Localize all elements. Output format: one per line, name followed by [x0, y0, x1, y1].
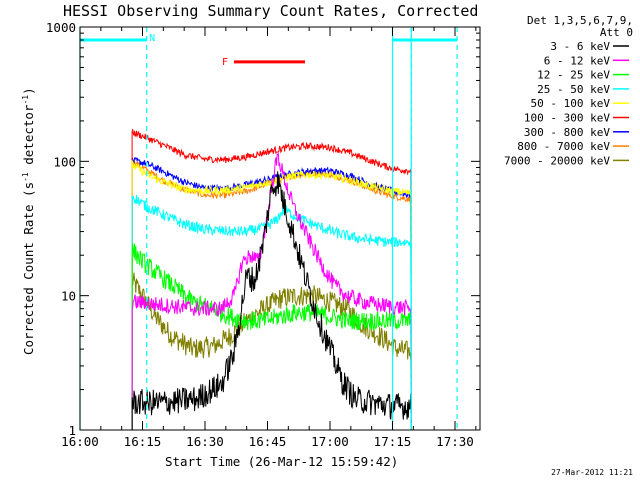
series-300-800kev [131, 157, 412, 431]
y-tick-label: 10 [61, 289, 76, 304]
y-axis-label-part: Corrected Count Rate (s [21, 182, 36, 355]
legend-entry: 100 - 300 keV [524, 112, 610, 125]
series-25-50kev [131, 195, 412, 431]
x-tick-label: 16:15 [124, 434, 162, 449]
cyan-label: N [149, 33, 155, 44]
cyan-marker-layer: N [79, 27, 458, 430]
series-line [131, 129, 412, 431]
series-line [131, 157, 412, 431]
flare-label: F [222, 57, 228, 68]
legend-entry: 50 - 100 keV [531, 97, 611, 110]
series-50-100kev [131, 160, 412, 431]
y-tick-label: 1000 [46, 20, 76, 35]
plot-frame [79, 26, 481, 431]
y-axis-label-part: ) [21, 87, 36, 95]
x-axis-label: Start Time (26-Mar-12 15:59:42) [165, 454, 398, 469]
y-axis-label-sup: -1 [21, 172, 30, 182]
legend-header: Att 0 [600, 26, 633, 39]
series-6-12kev [131, 152, 412, 431]
x-axis: 16:00 16:15 16:30 16:45 17:00 17:15 17:30 [61, 27, 477, 449]
legend-entry: 25 - 50 keV [537, 83, 610, 96]
y-tick-label: 100 [53, 154, 76, 169]
timestamp: 27-Mar-2012 11:21 [551, 468, 633, 477]
legend-entry: 800 - 7000 keV [517, 140, 610, 153]
legend-entry: 300 - 800 keV [524, 126, 610, 139]
x-tick-label: 17:30 [436, 434, 474, 449]
x-tick-label: 16:45 [249, 434, 287, 449]
y-axis: 1 10 100 1000 [46, 20, 480, 438]
y-axis-label: Corrected Count Rate (s-1 detector-1) [21, 87, 36, 355]
legend-entry: 12 - 25 keV [537, 69, 610, 82]
y-tick-label: 1 [68, 423, 76, 438]
series-line [131, 152, 412, 431]
x-tick-label: 17:15 [374, 434, 412, 449]
x-tick-label: 17:00 [311, 434, 349, 449]
y-axis-label-sup: -1 [21, 95, 30, 105]
series-3-6kev [131, 171, 412, 431]
series-line [131, 160, 412, 431]
x-tick-label: 16:30 [186, 434, 224, 449]
legend-entry: 7000 - 20000 keV [504, 154, 610, 167]
series-100-300kev [131, 129, 412, 431]
x-tick-label: 16:00 [61, 434, 99, 449]
chart-title: HESSI Observing Summary Count Rates, Cor… [63, 2, 478, 20]
series-line [131, 195, 412, 431]
flare-marker-layer: F [222, 57, 305, 68]
legend-header: Det 1,3,5,6,7,9, [527, 14, 633, 27]
series-layer [131, 129, 412, 431]
legend-entry: 6 - 12 keV [544, 54, 611, 67]
series-line [131, 243, 412, 431]
legend-entry: 3 - 6 keV [550, 40, 610, 53]
series-12-25kev [131, 243, 412, 431]
series-line [131, 171, 412, 431]
y-axis-label-part: detector [21, 104, 36, 172]
